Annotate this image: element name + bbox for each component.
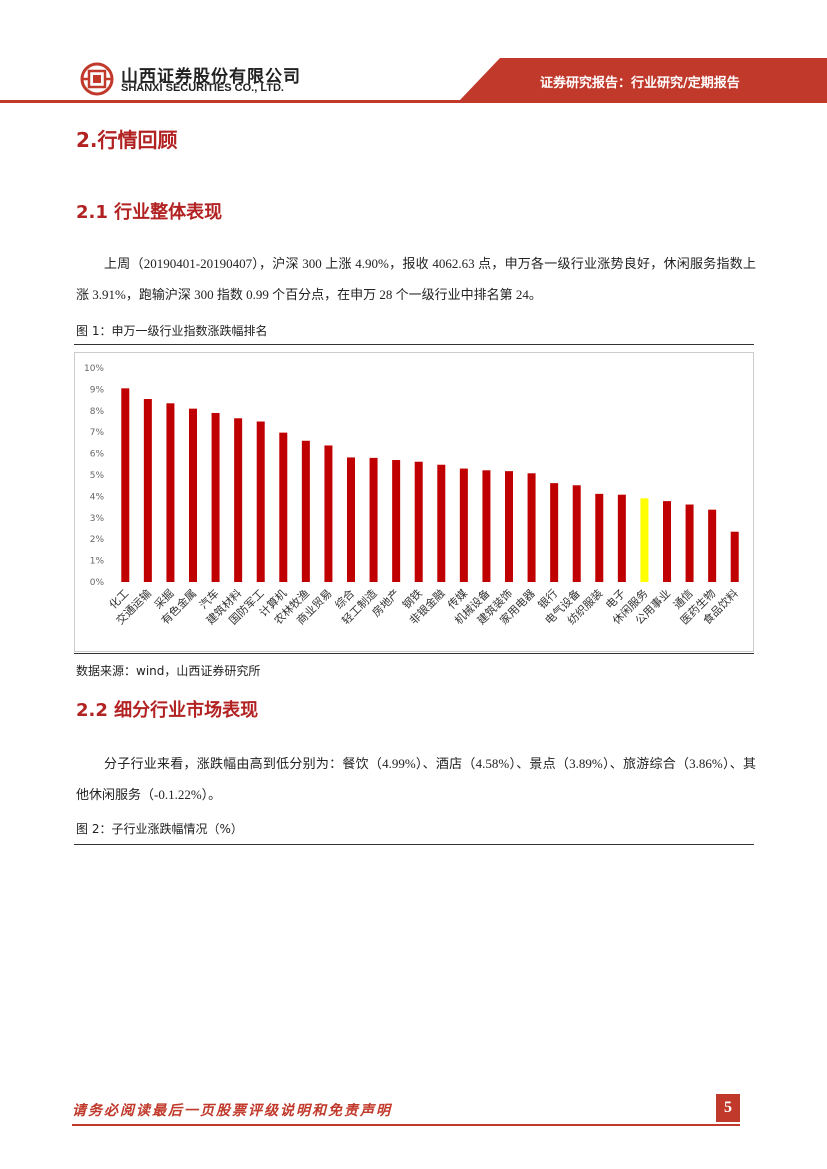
section-title-2-2: 2.2 细分行业市场表现: [76, 700, 259, 721]
chart-bar: [189, 408, 197, 582]
chart-bar: [121, 388, 130, 582]
industry-performance-chart: 0%1%2%3%4%5%6%7%8%9%10% 化工交通运输采掘有色金属汽车建筑…: [74, 352, 754, 652]
y-tick-label: 10%: [84, 364, 104, 374]
y-tick-label: 4%: [90, 492, 105, 502]
footer-disclaimer: 请务必阅读最后一页股票评级说明和免责声明: [72, 1103, 392, 1119]
y-tick-label: 2%: [90, 535, 105, 545]
footer-divider: [72, 1124, 740, 1126]
chart-bar: [234, 418, 243, 582]
chart-frame: [74, 352, 754, 652]
section-2-paragraph: 分子行业来看，涨跌幅由高到低分别为：餐饮（4.99%）、酒店（4.58%）、景点…: [76, 756, 756, 802]
chart-bar: [595, 493, 604, 582]
chart-bar: [143, 399, 152, 582]
y-tick-label: 9%: [90, 385, 105, 395]
chart-bar: [617, 494, 626, 582]
chart-bar: [685, 504, 694, 582]
y-tick-label: 0%: [90, 578, 105, 588]
report-type-banner: [460, 58, 827, 100]
chart-bar: [663, 501, 671, 582]
chart-bar: [527, 473, 536, 582]
chart-bar: [369, 457, 378, 582]
chart-bar: [279, 432, 288, 582]
chart-bar: [211, 412, 220, 582]
chart-bar: [437, 464, 446, 582]
company-name-en: SHANXI SECURITIES CO., LTD.: [121, 82, 284, 94]
page-number: 5: [716, 1094, 740, 1122]
section-title-2-1: 2.1 行业整体表现: [76, 202, 223, 223]
chart-bar: [166, 403, 175, 582]
chart-bar: [730, 531, 739, 582]
chart-bar: [550, 483, 559, 582]
chart-bar: [347, 457, 355, 582]
chart-bar: [414, 461, 423, 582]
chart-bar: [459, 468, 468, 582]
chart-bar: [505, 471, 513, 582]
y-tick-label: 8%: [90, 407, 105, 417]
y-tick-label: 3%: [90, 514, 105, 524]
figure-2-title: 图 2：子行业涨跌幅情况（%）: [76, 822, 243, 836]
chart-bar: [324, 445, 333, 582]
chart-bar: [708, 509, 717, 582]
report-type-label: 证券研究报告：行业研究/定期报告: [540, 76, 740, 91]
y-tick-label: 6%: [90, 450, 105, 460]
chart-bar: [392, 460, 401, 582]
y-tick-label: 1%: [90, 557, 105, 567]
section-1-paragraph: 上周（20190401-20190407），沪深 300 上涨 4.90%，报收…: [76, 256, 756, 302]
figure-1-bottom-rule: [74, 653, 754, 654]
chart-bar: [572, 485, 581, 582]
chart-bar: [482, 470, 491, 582]
company-logo-icon: [80, 62, 114, 96]
figure-1-top-rule: [74, 344, 754, 345]
chart-bar: [640, 498, 649, 582]
figure-2-top-rule: [74, 844, 754, 845]
company-name-cn: 山西证券股份有限公司: [121, 67, 301, 87]
y-tick-label: 7%: [90, 428, 105, 438]
page-header: 山西证券股份有限公司 SHANXI SECURITIES CO., LTD. 证…: [0, 0, 827, 110]
section-title-main: 2.行情回顾: [76, 128, 178, 152]
chart-bar: [256, 421, 265, 582]
header-divider: [0, 100, 827, 103]
figure-1-source: 数据来源：wind，山西证券研究所: [76, 664, 261, 678]
figure-1-title: 图 1：申万一级行业指数涨跌幅排名: [76, 324, 268, 338]
chart-bar: [301, 440, 310, 582]
y-tick-label: 5%: [90, 471, 105, 481]
